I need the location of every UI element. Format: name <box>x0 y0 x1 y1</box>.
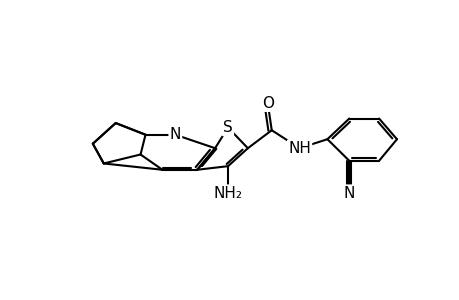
Text: N: N <box>169 127 181 142</box>
Text: NH: NH <box>287 141 310 156</box>
Text: S: S <box>223 120 232 135</box>
Text: NH₂: NH₂ <box>213 186 242 201</box>
Text: O: O <box>261 96 273 111</box>
Text: N: N <box>343 186 354 201</box>
